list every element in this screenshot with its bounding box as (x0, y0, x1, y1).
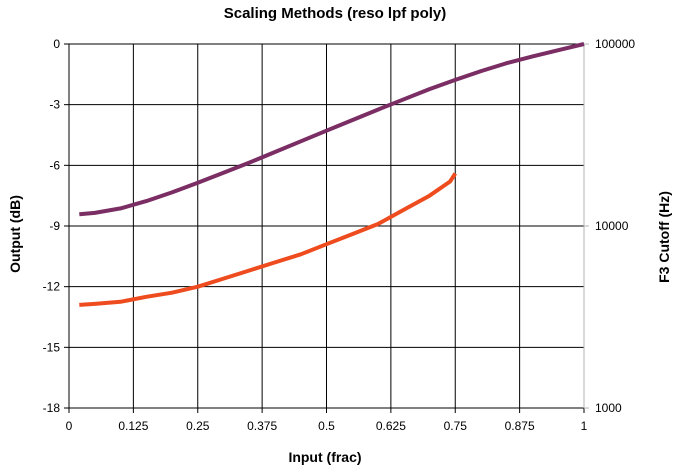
y2-axis-title: F3 Cutoff (Hz) (656, 191, 672, 283)
y-tick-label: 0 (53, 37, 60, 51)
grid-layer (64, 43, 589, 413)
x-tick-label: 0 (66, 419, 73, 433)
series-line-1 (79, 42, 585, 217)
y2-tick-label: 100000 (595, 37, 635, 51)
y2-tick-label: 1000 (595, 401, 622, 415)
x-tick-label: 0.25 (186, 419, 210, 433)
x-tick-label: 1 (581, 419, 588, 433)
x-tick-label: 0.125 (118, 419, 148, 433)
x-axis-title: Input (frac) (288, 449, 361, 465)
x-tick-label: 0.5 (318, 419, 335, 433)
y-tick-label: -12 (43, 280, 61, 294)
series-line-2 (79, 172, 457, 307)
y-tick-label: -15 (43, 340, 61, 354)
tick-layer: 0 0.125 0.25 0.375 0.5 0.625 0.75 0.875 1 0 -3 -6 -9… (43, 37, 636, 433)
x-tick-label: 0.625 (376, 419, 406, 433)
x-tick-label: 0.75 (444, 419, 468, 433)
y2-tick-label: 10000 (595, 219, 629, 233)
y-tick-label: -3 (49, 98, 60, 112)
x-tick-label: 0.875 (505, 419, 535, 433)
x-tick-label: 0.375 (247, 419, 277, 433)
chart-title: Scaling Methods (reso lpf poly) (224, 5, 447, 22)
y-tick-label: -6 (49, 158, 60, 172)
y-tick-label: -9 (49, 219, 60, 233)
y-axis-title: Output (dB) (7, 195, 23, 273)
series-layer (79, 42, 585, 307)
y-tick-label: -18 (43, 401, 61, 415)
